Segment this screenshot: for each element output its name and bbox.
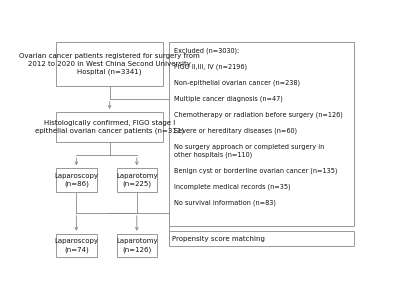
FancyBboxPatch shape (169, 42, 354, 226)
Text: Propensity score matching: Propensity score matching (172, 236, 265, 242)
Text: Histologically confirmed, FIGO stage I
epithelial ovarian cancer patients (n=311: Histologically confirmed, FIGO stage I e… (35, 120, 184, 134)
FancyBboxPatch shape (117, 234, 157, 257)
Text: Laparoscopy
(n=86): Laparoscopy (n=86) (54, 173, 98, 187)
Text: Laparotomy
(n=126): Laparotomy (n=126) (116, 239, 158, 253)
FancyBboxPatch shape (56, 168, 96, 192)
Text: Laparotomy
(n=225): Laparotomy (n=225) (116, 173, 158, 187)
Text: Ovarian cancer patients registered for surgery from
2012 to 2020 in West China S: Ovarian cancer patients registered for s… (19, 53, 200, 75)
FancyBboxPatch shape (56, 112, 163, 142)
FancyBboxPatch shape (169, 231, 354, 246)
FancyBboxPatch shape (56, 42, 163, 86)
FancyBboxPatch shape (117, 168, 157, 192)
Text: Laparoscopy
(n=74): Laparoscopy (n=74) (54, 239, 98, 253)
FancyBboxPatch shape (56, 234, 96, 257)
Text: Excluded (n=3030):

FIGO II,III, IV (n=2196)

Non-epithelial ovarian cancer (n=2: Excluded (n=3030): FIGO II,III, IV (n=21… (174, 47, 343, 206)
